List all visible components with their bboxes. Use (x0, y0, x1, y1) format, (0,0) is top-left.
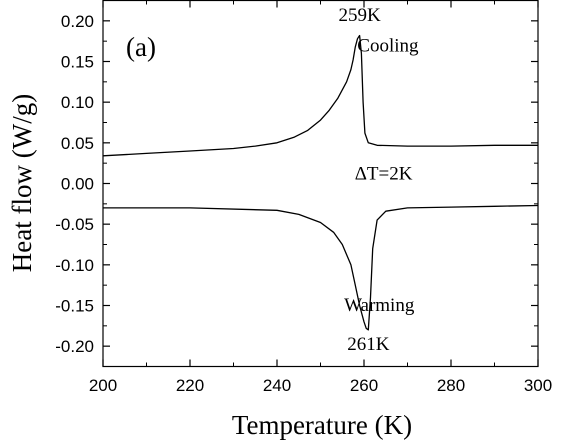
x-tick-label: 240 (263, 376, 291, 395)
panel-label: (a) (126, 32, 156, 62)
annotation-label: Cooling (357, 36, 419, 57)
annotation-label: 261K (347, 334, 390, 355)
annotation-label: Warming (344, 295, 415, 316)
annotations: 259K Cooling ΔT=2K Warming 261K (339, 5, 420, 355)
y-tick-label: 0.00 (61, 175, 94, 194)
y-tick-label: -0.15 (55, 297, 94, 316)
y-tick-label: 0.20 (61, 12, 94, 31)
annotation-label: 259K (339, 5, 382, 26)
y-axis-label: Heat flow (W/g) (7, 94, 37, 272)
annotation-label: ΔT=2K (355, 163, 413, 184)
y-tick-label: -0.10 (55, 256, 94, 275)
x-tick-label: 260 (350, 376, 378, 395)
y-tick-label: 0.10 (61, 93, 94, 112)
axis-ticks (102, 0, 539, 367)
series-line-warming (103, 204, 539, 331)
y-tick-label: 0.05 (61, 134, 94, 153)
x-tick-label: 200 (89, 376, 117, 395)
series-line-cooling (102, 34, 538, 157)
y-tick-label: -0.20 (55, 337, 94, 356)
y-tick-label: -0.05 (55, 215, 94, 234)
series-group (102, 34, 539, 331)
x-axis-label: Temperature (K) (232, 410, 412, 440)
plot-frame (102, 0, 539, 368)
x-tick-label: 280 (437, 376, 465, 395)
x-tick-label: 220 (176, 376, 204, 395)
y-tick-label: 0.15 (61, 53, 94, 72)
tick-labels: 200 220 240 260 280 300 0.20 0.15 0.10 0.05 0.00 -0… (55, 12, 552, 395)
x-tick-label: 300 (524, 376, 552, 395)
